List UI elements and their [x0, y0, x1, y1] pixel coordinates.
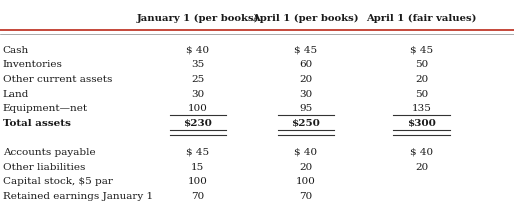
- Text: April 1 (per books): April 1 (per books): [252, 14, 359, 23]
- Text: 70: 70: [299, 191, 313, 200]
- Text: 30: 30: [191, 89, 205, 98]
- Text: Land: Land: [3, 89, 29, 98]
- Text: 35: 35: [191, 60, 205, 69]
- Text: 100: 100: [188, 104, 208, 113]
- Text: $ 45: $ 45: [295, 45, 317, 54]
- Text: 20: 20: [299, 162, 313, 171]
- Text: January 1 (per books): January 1 (per books): [137, 14, 259, 23]
- Text: $230: $230: [183, 118, 212, 127]
- Text: $ 40: $ 40: [410, 147, 433, 156]
- Text: Cash: Cash: [3, 45, 29, 54]
- Text: 135: 135: [412, 104, 431, 113]
- Text: Retained earnings January 1: Retained earnings January 1: [3, 191, 153, 200]
- Text: 70: 70: [191, 191, 205, 200]
- Text: 25: 25: [191, 75, 205, 83]
- Text: 20: 20: [415, 75, 428, 83]
- Text: April 1 (fair values): April 1 (fair values): [366, 14, 476, 23]
- Text: Accounts payable: Accounts payable: [3, 147, 95, 156]
- Text: 100: 100: [188, 176, 208, 185]
- Text: 20: 20: [415, 162, 428, 171]
- Text: 50: 50: [415, 60, 428, 69]
- Text: Inventories: Inventories: [3, 60, 62, 69]
- Text: 20: 20: [299, 75, 313, 83]
- Text: Other current assets: Other current assets: [3, 75, 112, 83]
- Text: 50: 50: [415, 89, 428, 98]
- Text: Total assets: Total assets: [3, 118, 70, 127]
- Text: 60: 60: [299, 60, 313, 69]
- Text: Other liabilities: Other liabilities: [3, 162, 85, 171]
- Text: $300: $300: [407, 118, 436, 127]
- Text: 15: 15: [191, 162, 205, 171]
- Text: Capital stock, $5 par: Capital stock, $5 par: [3, 176, 113, 185]
- Text: $ 40: $ 40: [295, 147, 317, 156]
- Text: $250: $250: [291, 118, 320, 127]
- Text: 100: 100: [296, 176, 316, 185]
- Text: 30: 30: [299, 89, 313, 98]
- Text: $ 45: $ 45: [410, 45, 433, 54]
- Text: Equipment—net: Equipment—net: [3, 104, 88, 113]
- Text: $ 40: $ 40: [187, 45, 209, 54]
- Text: $ 45: $ 45: [187, 147, 209, 156]
- Text: 95: 95: [299, 104, 313, 113]
